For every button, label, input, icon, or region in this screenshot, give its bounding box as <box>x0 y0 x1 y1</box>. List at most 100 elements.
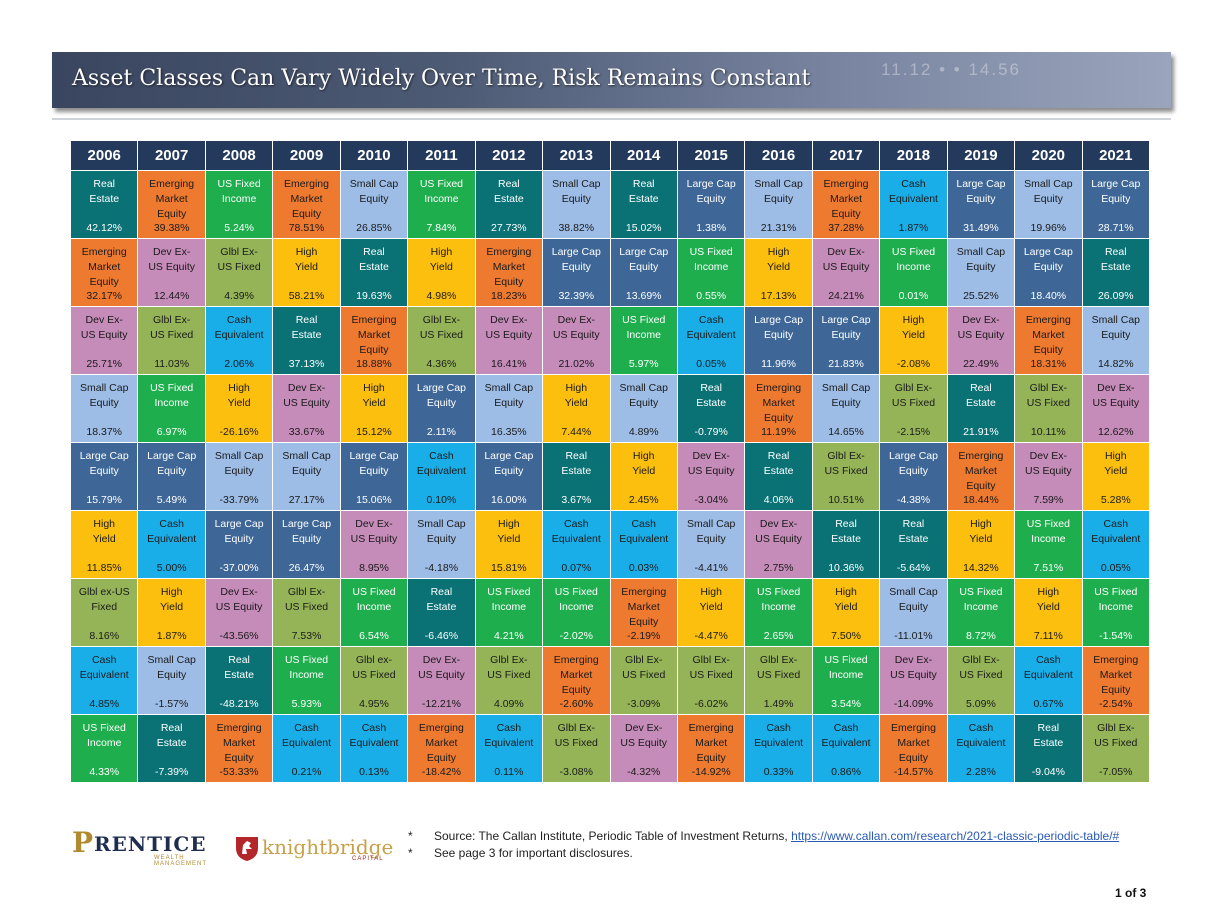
asset-cell-content: Dev Ex- US Equity 21.02% <box>544 308 609 374</box>
return-value: 8.95% <box>359 562 389 574</box>
asset-cell-content: Large Cap Equity 2.11% <box>409 376 474 442</box>
return-value: -18.42% <box>421 766 461 778</box>
return-value: 7.53% <box>291 630 322 642</box>
asset-class-cell: Glbl Ex- US Fixed 4.09% <box>474 646 544 715</box>
return-value: 26.85% <box>356 222 392 234</box>
asset-class-label: Emerging Market Equity <box>890 722 936 764</box>
return-value: 39.38% <box>153 222 190 234</box>
source-text: Source: The Callan Institute, Periodic T… <box>434 829 792 843</box>
asset-cell-content: Cash Equivalent 4.85% <box>72 648 137 714</box>
asset-class-label: Small Cap Equity <box>821 382 871 409</box>
asset-class-cell: Emerging Market Equity 39.38% <box>137 170 206 239</box>
return-value: 5.09% <box>966 698 996 710</box>
asset-cell-content: Large Cap Equity 18.40% <box>1016 240 1081 306</box>
return-value: 15.12% <box>356 426 392 438</box>
return-value: 33.67% <box>288 426 325 438</box>
asset-class-cell: Glbl Ex- US Fixed -3.08% <box>542 714 611 783</box>
asset-cell-content: Real Estate 3.67% <box>544 444 609 510</box>
asset-cell-content: Dev Ex- US Equity 12.62% <box>1083 376 1148 442</box>
return-value: 4.95% <box>359 698 389 710</box>
return-value: -53.33% <box>219 766 259 778</box>
asset-class-cell: Dev Ex- US Equity 7.59% <box>1014 442 1083 511</box>
asset-class-label: US Fixed Income <box>419 178 463 205</box>
return-value: 21.02% <box>558 358 595 370</box>
asset-cell-content: Emerging Market Equity 39.38% <box>139 172 204 238</box>
asset-class-cell: Glbl Ex- US Fixed -6.02% <box>676 646 746 715</box>
asset-class-cell: Dev Ex- US Equity 25.71% <box>69 306 139 375</box>
asset-cell-content: Cash Equivalent 0.05% <box>678 308 743 374</box>
asset-class-label: Real Estate <box>966 382 996 409</box>
asset-cell-content: Dev Ex- US Equity -4.32% <box>611 716 676 782</box>
return-value: 0.05% <box>1100 562 1131 574</box>
return-value: 0.07% <box>561 562 592 574</box>
return-value: 5.49% <box>156 494 187 506</box>
return-value: 18.40% <box>1030 290 1067 302</box>
asset-class-cell: Emerging Market Equity 37.28% <box>811 170 881 239</box>
asset-class-cell: Real Estate 37.13% <box>272 306 341 375</box>
asset-class-cell: Dev Ex- US Equity 33.67% <box>272 374 341 443</box>
asset-class-cell: Small Cap Equity 26.85% <box>339 170 409 239</box>
asset-class-label: Emerging Market Equity <box>149 178 195 220</box>
asset-class-label: US Fixed Income <box>891 246 936 273</box>
asset-cell-content: Emerging Market Equity -2.54% <box>1083 648 1148 714</box>
return-value: 4.98% <box>426 290 457 302</box>
asset-class-cell: High Yield 15.81% <box>474 510 544 579</box>
asset-class-cell: High Yield 7.44% <box>542 374 611 443</box>
asset-class-cell: Glbl Ex- US Fixed 10.11% <box>1014 374 1083 443</box>
return-value: 2.45% <box>628 494 659 506</box>
asset-class-label: High Yield <box>92 518 116 545</box>
return-value: 19.63% <box>356 290 392 302</box>
asset-class-cell: Real Estate 4.06% <box>744 442 813 511</box>
asset-class-label: Dev Ex- US Equity <box>215 586 263 613</box>
asset-class-label: Large Cap Equity <box>282 518 332 545</box>
source-link[interactable]: https://www.callan.com/research/2021-cla… <box>791 829 1120 843</box>
asset-class-cell: Glbl Ex- US Fixed 1.49% <box>744 646 813 715</box>
asset-cell-content: Dev Ex- US Equity 16.41% <box>476 308 541 374</box>
year-header: 2013 <box>542 140 611 171</box>
asset-cell-content: Glbl Ex- US Fixed 1.49% <box>746 648 811 714</box>
asset-class-cell: Real Estate -48.21% <box>204 646 274 715</box>
asset-class-label: Dev Ex- US Equity <box>80 314 128 341</box>
asset-class-cell: Dev Ex- US Equity 12.44% <box>137 238 206 307</box>
asset-class-cell: US Fixed Income -1.54% <box>1081 578 1151 647</box>
return-value: 2.75% <box>763 562 794 574</box>
return-value: 0.03% <box>628 562 659 574</box>
asset-class-label: US Fixed Income <box>554 586 598 613</box>
asset-class-cell: Cash Equivalent 0.67% <box>1014 646 1083 715</box>
return-value: 7.50% <box>831 630 861 642</box>
asset-cell-content: Cash Equivalent 0.13% <box>341 716 406 782</box>
asset-class-label: High Yield <box>362 382 386 409</box>
asset-cell-content: Dev Ex- US Equity -43.56% <box>206 580 271 646</box>
asset-class-label: Large Cap Equity <box>1023 246 1073 273</box>
asset-cell-content: Small Cap Equity 18.37% <box>72 376 137 442</box>
asset-class-cell: High Yield 7.50% <box>811 578 881 647</box>
return-value: 1.38% <box>696 222 727 234</box>
asset-class-cell: Glbl Ex- US Fixed 11.03% <box>137 306 206 375</box>
asset-class-cell: Small Cap Equity 4.89% <box>609 374 678 443</box>
asset-class-label: Real Estate <box>156 722 187 749</box>
year-header: 2017 <box>811 140 881 171</box>
asset-class-cell: US Fixed Income 6.54% <box>339 578 409 647</box>
return-value: 16.00% <box>491 494 527 506</box>
return-value: 8.16% <box>89 630 120 642</box>
asset-class-cell: Real Estate -0.79% <box>676 374 746 443</box>
page-title: Asset Classes Can Vary Widely Over Time,… <box>72 66 811 91</box>
return-value: 15.06% <box>356 494 392 506</box>
asset-cell-content: Real Estate -5.64% <box>881 512 946 578</box>
asset-class-label: Cash Equivalent <box>1091 518 1141 545</box>
return-value: -48.21% <box>219 698 259 710</box>
asset-cell-content: US Fixed Income 4.33% <box>72 716 137 782</box>
return-value: 14.65% <box>828 426 864 438</box>
year-header: 2007 <box>137 140 206 171</box>
asset-class-label: Cash Equivalent <box>686 314 736 341</box>
asset-class-cell: Real Estate 42.12% <box>69 170 139 239</box>
asset-class-label: Cash Equivalent <box>147 518 197 545</box>
asset-class-label: Real Estate <box>89 178 120 205</box>
asset-class-cell: Emerging Market Equity -14.57% <box>879 714 948 783</box>
asset-cell-content: US Fixed Income 0.01% <box>881 240 946 306</box>
asset-class-label: High Yield <box>1036 586 1060 613</box>
table-row: Dev Ex- US Equity 25.71% Glbl Ex- US Fixed… <box>69 306 1151 375</box>
asset-class-cell: Large Cap Equity 28.71% <box>1081 170 1151 239</box>
return-value: 4.21% <box>493 630 524 642</box>
asset-cell-content: High Yield 15.81% <box>476 512 541 578</box>
